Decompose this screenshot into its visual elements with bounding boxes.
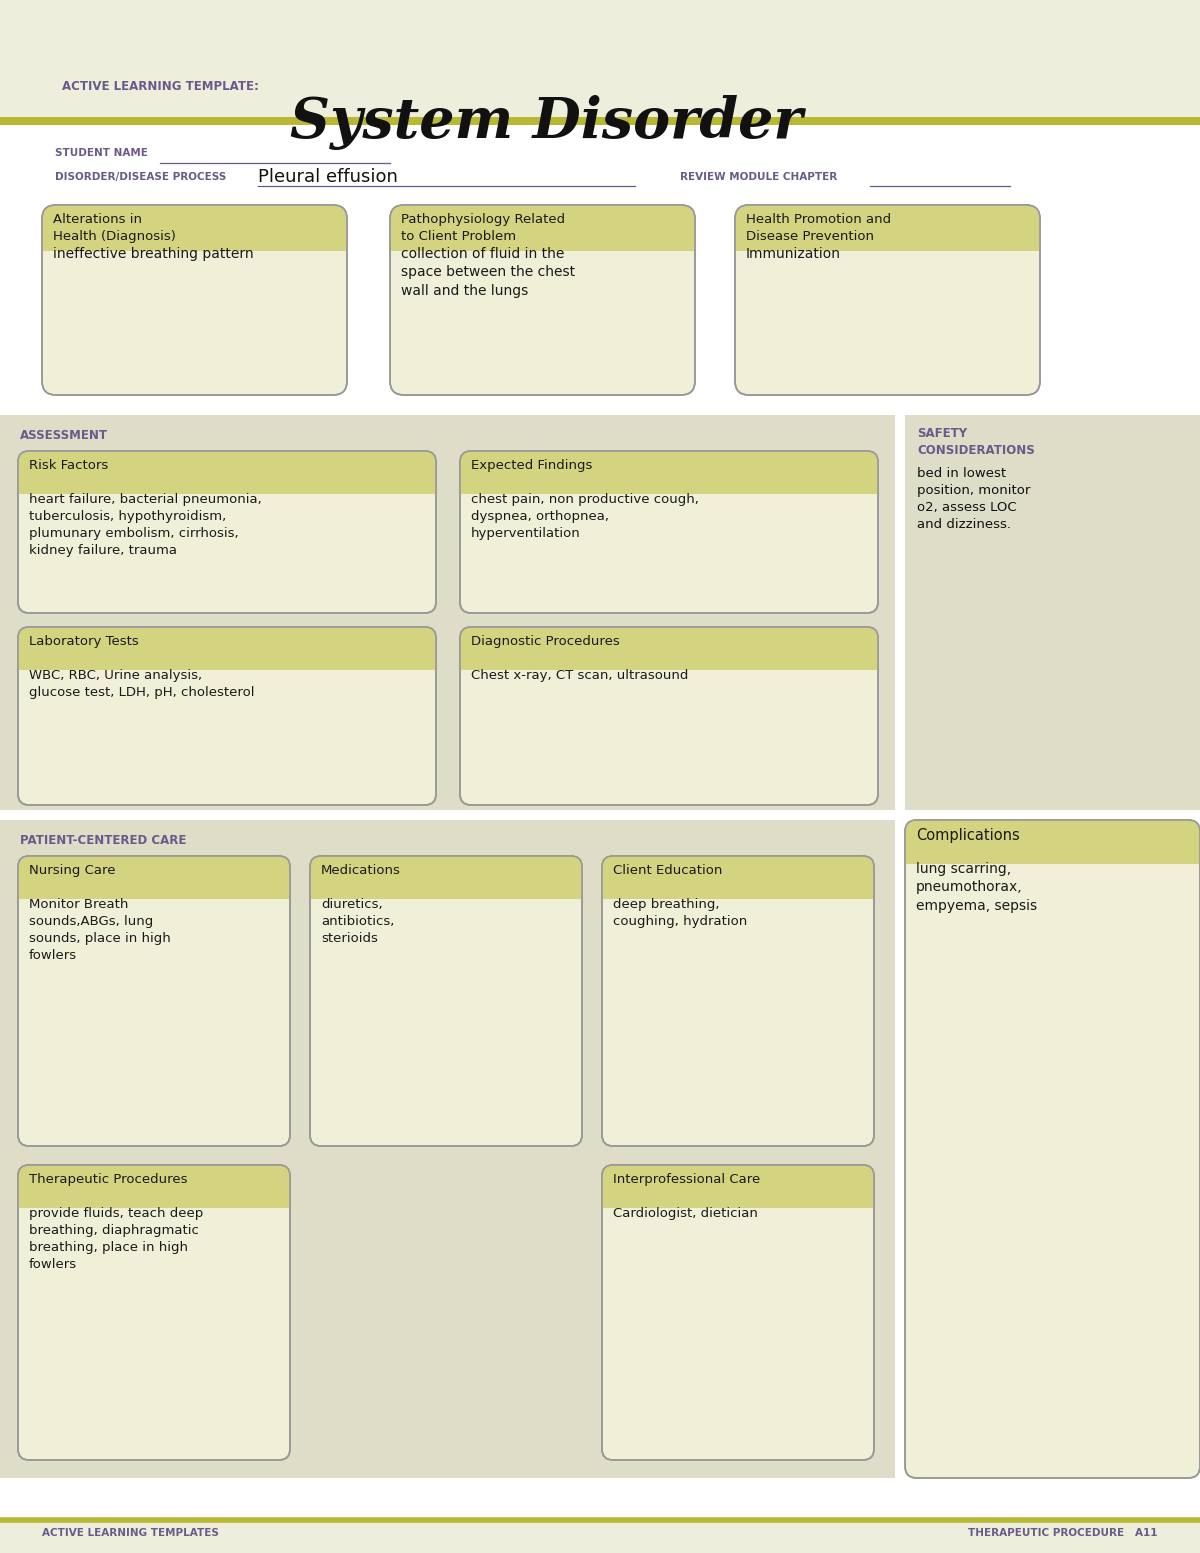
Text: lung scarring,
pneumothorax,
empyema, sepsis: lung scarring, pneumothorax, empyema, se… — [916, 862, 1037, 913]
Text: collection of fluid in the
space between the chest
wall and the lungs: collection of fluid in the space between… — [401, 247, 575, 298]
Text: Health Promotion and
Disease Prevention: Health Promotion and Disease Prevention — [746, 213, 892, 242]
FancyBboxPatch shape — [460, 627, 878, 669]
FancyBboxPatch shape — [18, 450, 436, 613]
Text: PATIENT-CENTERED CARE: PATIENT-CENTERED CARE — [20, 834, 186, 846]
Text: deep breathing,
coughing, hydration: deep breathing, coughing, hydration — [613, 898, 748, 929]
FancyBboxPatch shape — [18, 856, 290, 899]
Text: Therapeutic Procedures: Therapeutic Procedures — [29, 1173, 187, 1186]
Text: Chest x-ray, CT scan, ultrasound: Chest x-ray, CT scan, ultrasound — [470, 669, 689, 682]
Bar — [905, 832, 1200, 863]
Bar — [460, 638, 878, 669]
Bar — [0, 820, 895, 1478]
Bar — [0, 415, 895, 811]
Text: Interprofessional Care: Interprofessional Care — [613, 1173, 761, 1186]
Text: chest pain, non productive cough,
dyspnea, orthopnea,
hyperventilation: chest pain, non productive cough, dyspne… — [470, 492, 698, 540]
FancyBboxPatch shape — [18, 856, 290, 1146]
FancyBboxPatch shape — [905, 820, 1200, 1478]
Text: bed in lowest
position, monitor
o2, assess LOC
and dizziness.: bed in lowest position, monitor o2, asse… — [917, 467, 1031, 531]
Bar — [0, 0, 1200, 123]
Text: heart failure, bacterial pneumonia,
tuberculosis, hypothyroidism,
plumunary embo: heart failure, bacterial pneumonia, tube… — [29, 492, 262, 558]
Text: Medications: Medications — [322, 863, 401, 877]
Text: Alterations in
Health (Diagnosis): Alterations in Health (Diagnosis) — [53, 213, 176, 242]
Text: ASSESSMENT: ASSESSMENT — [20, 429, 108, 443]
Text: Complications: Complications — [916, 828, 1020, 843]
FancyBboxPatch shape — [310, 856, 582, 1146]
Text: Risk Factors: Risk Factors — [29, 460, 108, 472]
Bar — [18, 461, 436, 494]
Text: STUDENT NAME: STUDENT NAME — [55, 148, 148, 158]
FancyBboxPatch shape — [42, 205, 347, 394]
Bar — [734, 219, 1040, 252]
FancyBboxPatch shape — [602, 856, 874, 899]
Text: ACTIVE LEARNING TEMPLATES: ACTIVE LEARNING TEMPLATES — [42, 1528, 218, 1537]
Bar — [602, 1176, 874, 1208]
FancyBboxPatch shape — [602, 1165, 874, 1460]
Bar — [602, 867, 874, 899]
FancyBboxPatch shape — [18, 627, 436, 669]
FancyBboxPatch shape — [18, 627, 436, 804]
FancyBboxPatch shape — [602, 856, 874, 1146]
FancyBboxPatch shape — [460, 450, 878, 613]
FancyBboxPatch shape — [460, 627, 878, 804]
FancyBboxPatch shape — [905, 820, 1200, 863]
Text: Expected Findings: Expected Findings — [470, 460, 593, 472]
Text: ACTIVE LEARNING TEMPLATE:: ACTIVE LEARNING TEMPLATE: — [62, 81, 259, 93]
FancyBboxPatch shape — [602, 1165, 874, 1208]
Bar — [18, 638, 436, 669]
Text: SAFETY
CONSIDERATIONS: SAFETY CONSIDERATIONS — [917, 427, 1034, 457]
Text: Nursing Care: Nursing Care — [29, 863, 115, 877]
Text: Cardiologist, dietician: Cardiologist, dietician — [613, 1207, 758, 1221]
Text: THERAPEUTIC PROCEDURE   A11: THERAPEUTIC PROCEDURE A11 — [968, 1528, 1158, 1537]
Bar — [310, 867, 582, 899]
FancyBboxPatch shape — [42, 205, 347, 252]
Bar — [390, 219, 695, 252]
FancyBboxPatch shape — [460, 450, 878, 494]
Text: ineffective breathing pattern: ineffective breathing pattern — [53, 247, 253, 261]
Bar — [0, 1520, 1200, 1553]
Text: Pleural effusion: Pleural effusion — [258, 168, 398, 186]
FancyBboxPatch shape — [18, 1165, 290, 1208]
Bar — [905, 415, 1200, 811]
Text: Monitor Breath
sounds,ABGs, lung
sounds, place in high
fowlers: Monitor Breath sounds,ABGs, lung sounds,… — [29, 898, 170, 961]
Bar — [460, 461, 878, 494]
Text: WBC, RBC, Urine analysis,
glucose test, LDH, pH, cholesterol: WBC, RBC, Urine analysis, glucose test, … — [29, 669, 254, 699]
FancyBboxPatch shape — [734, 205, 1040, 252]
Text: provide fluids, teach deep
breathing, diaphragmatic
breathing, place in high
fow: provide fluids, teach deep breathing, di… — [29, 1207, 203, 1270]
Text: Pathophysiology Related
to Client Problem: Pathophysiology Related to Client Proble… — [401, 213, 565, 242]
Bar — [0, 116, 1200, 124]
FancyBboxPatch shape — [390, 205, 695, 252]
Text: REVIEW MODULE CHAPTER: REVIEW MODULE CHAPTER — [680, 172, 838, 182]
FancyBboxPatch shape — [734, 205, 1040, 394]
Text: DISORDER/DISEASE PROCESS: DISORDER/DISEASE PROCESS — [55, 172, 227, 182]
FancyBboxPatch shape — [18, 1165, 290, 1460]
FancyBboxPatch shape — [390, 205, 695, 394]
Text: diuretics,
antibiotics,
sterioids: diuretics, antibiotics, sterioids — [322, 898, 395, 944]
FancyBboxPatch shape — [310, 856, 582, 899]
Text: Immunization: Immunization — [746, 247, 841, 261]
Text: Laboratory Tests: Laboratory Tests — [29, 635, 139, 648]
Bar — [18, 867, 290, 899]
Bar — [18, 1176, 290, 1208]
Text: Diagnostic Procedures: Diagnostic Procedures — [470, 635, 619, 648]
Bar — [42, 219, 347, 252]
Text: System Disorder: System Disorder — [290, 95, 803, 151]
FancyBboxPatch shape — [18, 450, 436, 494]
Text: Client Education: Client Education — [613, 863, 722, 877]
